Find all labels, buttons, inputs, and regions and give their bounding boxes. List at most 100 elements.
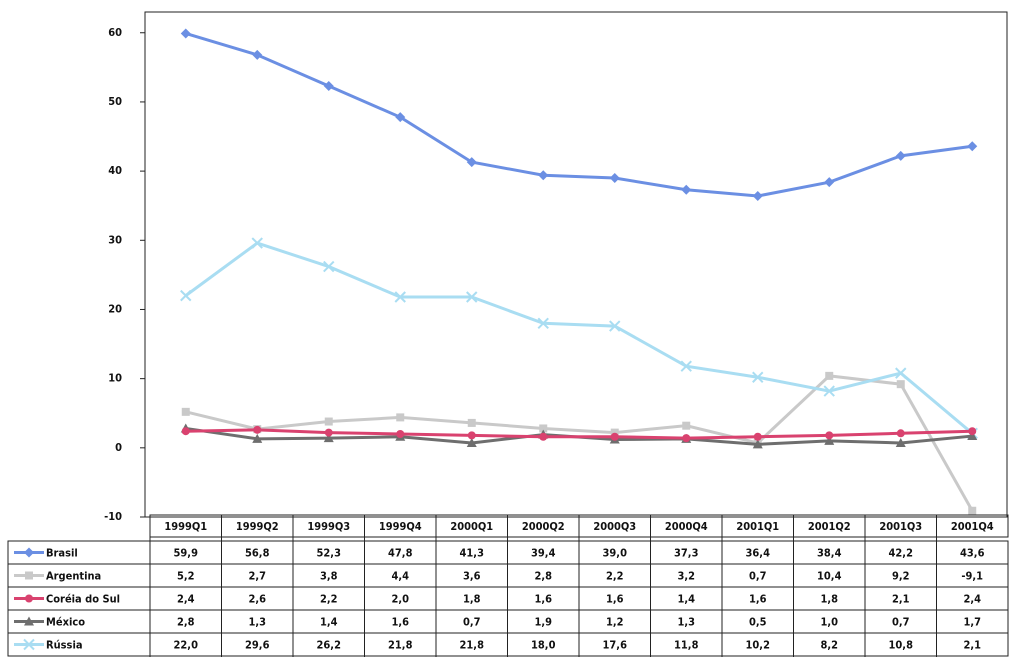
- x-tick-label: 1999Q1: [164, 520, 207, 533]
- x-tick-label: 1999Q4: [379, 520, 422, 533]
- table-cell: 1,7: [963, 616, 981, 629]
- table-cell: 2,8: [177, 616, 195, 629]
- y-tick-label: 60: [108, 26, 122, 39]
- series-line: [184, 241, 974, 435]
- marker: [896, 380, 905, 389]
- table-cell: 43,6: [960, 547, 985, 560]
- table-cell: 11,8: [674, 639, 699, 652]
- marker: [681, 184, 692, 195]
- table-cell: 1,3: [677, 616, 695, 629]
- marker: [825, 431, 834, 440]
- marker: [823, 385, 835, 397]
- table-cell: 22,0: [174, 639, 199, 652]
- table-cell: 5,2: [177, 570, 195, 583]
- x-tick-label: 2001Q3: [879, 520, 922, 533]
- table-cell: 1,4: [320, 616, 338, 629]
- y-tick-label: 20: [108, 302, 122, 315]
- x-tick-label: 2000Q1: [450, 520, 493, 533]
- marker: [181, 407, 190, 416]
- table-cell: 18,0: [531, 639, 556, 652]
- marker: [610, 432, 619, 441]
- y-tick-label: 10: [108, 372, 122, 385]
- x-tick-label: 2001Q1: [736, 520, 779, 533]
- table-cell: 2,2: [606, 570, 624, 583]
- table-cell: 10,8: [889, 639, 914, 652]
- table-cell: 0,7: [463, 616, 481, 629]
- y-tick-label: 50: [108, 95, 122, 108]
- legend-marker: [23, 638, 35, 651]
- marker: [537, 317, 549, 330]
- marker: [825, 371, 834, 380]
- marker: [467, 418, 476, 427]
- marker: [538, 170, 549, 181]
- marker: [251, 237, 263, 249]
- table-cell: 1,0: [820, 616, 838, 629]
- marker: [323, 81, 334, 92]
- legend-marker: [24, 547, 34, 558]
- table-cell: 1,9: [534, 616, 552, 629]
- marker: [324, 428, 333, 437]
- marker: [395, 112, 406, 123]
- table-cell: 2,2: [320, 593, 338, 606]
- legend-label: Brasil: [46, 547, 78, 560]
- y-tick-label: 30: [108, 233, 122, 246]
- marker: [680, 360, 692, 372]
- marker: [682, 434, 691, 443]
- table-cell: 42,2: [889, 547, 914, 560]
- legend-label: México: [46, 616, 85, 629]
- plot-frame: [144, 11, 1008, 518]
- table-cell: 10,2: [746, 639, 771, 652]
- table-cell: 4,4: [391, 570, 409, 583]
- table-cell: 1,8: [463, 593, 481, 606]
- legend-label: Argentina: [46, 570, 101, 583]
- table-cell: 3,2: [677, 570, 695, 583]
- table-cell: 59,9: [174, 547, 199, 560]
- marker: [968, 506, 977, 515]
- table-row-frame: [7, 632, 1009, 657]
- marker: [396, 429, 405, 438]
- table-cell: 26,2: [317, 639, 342, 652]
- marker: [895, 437, 906, 447]
- table-cell: 36,4: [746, 547, 771, 560]
- legend-label: Rússia: [46, 639, 83, 652]
- marker: [466, 291, 478, 303]
- legend-marker: [25, 594, 33, 603]
- table-cell: 41,3: [460, 547, 485, 560]
- table-cell: 17,6: [603, 639, 628, 652]
- table-cell: 3,8: [320, 570, 338, 583]
- table-cell: -9,1: [961, 570, 983, 583]
- table-cell: 10,4: [817, 570, 842, 583]
- table-cell: 1,6: [391, 616, 409, 629]
- table-cell: 2,8: [534, 570, 552, 583]
- marker: [896, 429, 905, 438]
- table-cell: 2,7: [248, 570, 266, 583]
- series-line: [185, 374, 974, 512]
- marker: [180, 28, 191, 39]
- marker: [753, 432, 762, 441]
- series-line: [185, 428, 973, 440]
- marker: [682, 421, 691, 430]
- table-cell: 29,6: [245, 639, 270, 652]
- table-cell: 1,3: [248, 616, 266, 629]
- marker: [895, 367, 907, 379]
- table-cell: 47,8: [388, 547, 413, 560]
- marker: [252, 433, 263, 443]
- y-tick-label: 0: [115, 441, 122, 454]
- marker: [824, 177, 835, 188]
- table-cell: 2,6: [248, 593, 266, 606]
- table-cell: 2,1: [892, 593, 910, 606]
- marker: [180, 289, 192, 302]
- legend-marker: [25, 571, 33, 580]
- x-tick-label: 1999Q2: [236, 520, 279, 533]
- marker: [967, 431, 978, 441]
- marker: [323, 260, 335, 273]
- table-cell: 21,8: [388, 639, 413, 652]
- marker: [252, 49, 263, 60]
- marker: [752, 191, 763, 202]
- x-tick-label: 2001Q2: [808, 520, 851, 533]
- table-cell: 0,5: [749, 616, 767, 629]
- table-cell: 38,4: [817, 547, 842, 560]
- marker: [609, 173, 620, 184]
- marker: [539, 424, 548, 433]
- marker: [394, 291, 406, 303]
